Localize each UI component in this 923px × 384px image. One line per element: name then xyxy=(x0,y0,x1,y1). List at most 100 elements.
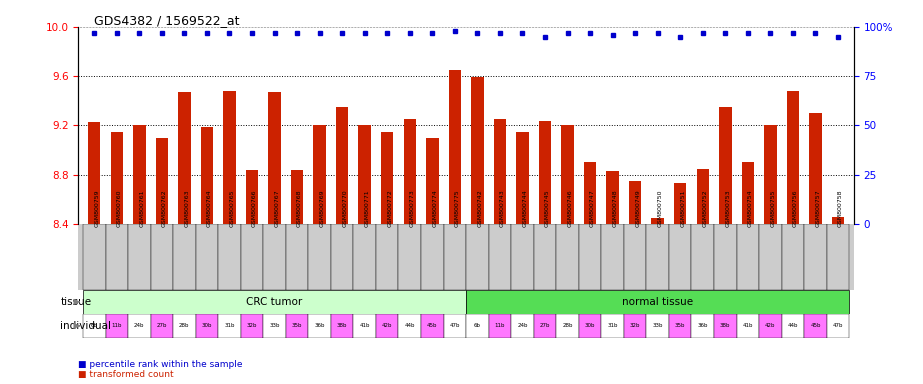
Text: GSM800770: GSM800770 xyxy=(342,190,347,227)
Bar xyxy=(444,224,466,290)
Bar xyxy=(330,314,354,338)
Bar xyxy=(606,171,618,224)
Text: 42b: 42b xyxy=(382,323,392,328)
Text: ■ transformed count: ■ transformed count xyxy=(78,371,174,379)
Bar xyxy=(759,314,782,338)
Bar xyxy=(150,224,174,290)
Bar xyxy=(827,314,849,338)
Text: GSM800760: GSM800760 xyxy=(117,190,122,227)
Text: GSM800748: GSM800748 xyxy=(613,190,617,227)
Text: GSM800763: GSM800763 xyxy=(185,190,189,227)
Bar xyxy=(330,224,354,290)
Bar xyxy=(714,224,737,290)
Bar xyxy=(691,314,714,338)
Bar xyxy=(174,314,196,338)
Text: GSM800768: GSM800768 xyxy=(297,190,302,227)
Bar xyxy=(624,314,646,338)
Bar xyxy=(354,314,376,338)
Text: 41b: 41b xyxy=(359,323,370,328)
Text: 30b: 30b xyxy=(201,323,212,328)
Bar xyxy=(494,119,506,224)
Bar xyxy=(714,314,737,338)
Text: ■ percentile rank within the sample: ■ percentile rank within the sample xyxy=(78,360,243,369)
Bar xyxy=(286,224,308,290)
Bar xyxy=(646,224,669,290)
Bar xyxy=(759,224,782,290)
Text: normal tissue: normal tissue xyxy=(622,297,693,307)
Bar xyxy=(200,127,213,224)
Bar xyxy=(466,290,849,314)
Text: CRC tumor: CRC tumor xyxy=(246,297,303,307)
Bar xyxy=(196,224,218,290)
Text: GSM800750: GSM800750 xyxy=(658,190,663,227)
Bar xyxy=(764,126,776,224)
Bar xyxy=(314,126,326,224)
Bar xyxy=(466,224,488,290)
Text: GSM800758: GSM800758 xyxy=(838,190,843,227)
Bar xyxy=(579,314,602,338)
Bar xyxy=(742,162,754,224)
Text: 41b: 41b xyxy=(743,323,753,328)
Bar xyxy=(602,314,624,338)
Text: GSM800751: GSM800751 xyxy=(680,190,685,227)
Bar xyxy=(133,126,146,224)
Text: individual: individual xyxy=(60,321,112,331)
Bar xyxy=(488,314,511,338)
Text: GSM800772: GSM800772 xyxy=(388,190,392,227)
Bar xyxy=(83,290,466,314)
Bar xyxy=(557,314,579,338)
Text: 6b: 6b xyxy=(90,323,98,328)
Bar xyxy=(804,314,827,338)
Text: GSM800757: GSM800757 xyxy=(815,190,821,227)
Text: GSM800762: GSM800762 xyxy=(162,190,167,227)
Bar xyxy=(719,107,732,224)
Bar xyxy=(652,218,664,224)
Text: GSM800747: GSM800747 xyxy=(590,190,595,227)
Text: 31b: 31b xyxy=(224,323,234,328)
Bar xyxy=(241,314,263,338)
Text: 6b: 6b xyxy=(473,323,481,328)
Bar xyxy=(358,126,371,224)
Text: 45b: 45b xyxy=(427,323,438,328)
Text: GSM800773: GSM800773 xyxy=(410,190,414,227)
Text: 35b: 35b xyxy=(675,323,686,328)
Bar xyxy=(533,314,557,338)
Text: 32b: 32b xyxy=(629,323,641,328)
Bar xyxy=(511,224,533,290)
Text: GSM800742: GSM800742 xyxy=(477,190,483,227)
Text: 27b: 27b xyxy=(540,323,550,328)
Bar xyxy=(421,314,444,338)
Bar xyxy=(444,314,466,338)
Bar xyxy=(246,170,258,224)
Bar xyxy=(421,224,444,290)
Bar xyxy=(399,224,421,290)
Bar xyxy=(782,314,804,338)
Bar xyxy=(579,224,602,290)
Bar xyxy=(782,224,804,290)
Bar xyxy=(105,224,128,290)
Bar xyxy=(832,217,845,224)
Bar xyxy=(426,138,438,224)
Text: GSM800744: GSM800744 xyxy=(522,190,527,227)
Bar xyxy=(646,314,669,338)
Bar xyxy=(557,224,579,290)
Bar xyxy=(804,224,827,290)
Text: 38b: 38b xyxy=(337,323,347,328)
Bar xyxy=(539,121,551,224)
Text: GSM800774: GSM800774 xyxy=(432,190,438,227)
Text: 27b: 27b xyxy=(157,323,167,328)
Text: 42b: 42b xyxy=(765,323,775,328)
Bar xyxy=(511,314,533,338)
Bar xyxy=(624,224,646,290)
Bar xyxy=(83,224,105,290)
Bar xyxy=(263,224,286,290)
Bar xyxy=(737,224,759,290)
Text: GSM800761: GSM800761 xyxy=(139,190,144,227)
Text: 11b: 11b xyxy=(112,323,122,328)
Bar xyxy=(218,314,241,338)
Text: GSM800756: GSM800756 xyxy=(793,190,797,227)
Bar xyxy=(218,224,241,290)
Bar xyxy=(128,314,150,338)
Text: 44b: 44b xyxy=(787,323,798,328)
Bar xyxy=(449,70,462,224)
